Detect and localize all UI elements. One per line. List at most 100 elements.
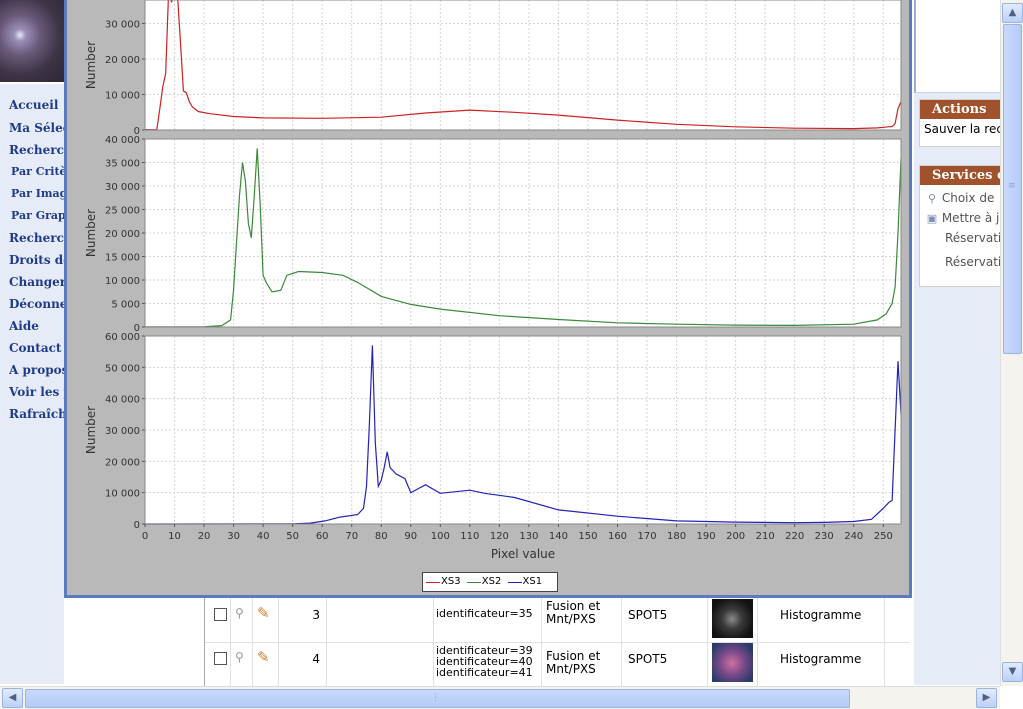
zoom-cell: ⚲ xyxy=(231,598,253,642)
program-line: Mnt/PXS xyxy=(546,612,596,626)
number-cell: 4 xyxy=(279,642,327,686)
chevron-left-icon: ◀ xyxy=(8,692,17,703)
services-item[interactable]: ▣ Mettre à jour xyxy=(920,208,1001,228)
x-tick-label: 150 xyxy=(578,531,597,542)
y-tick-label: 20 000 xyxy=(105,229,140,240)
number-cell: 3 xyxy=(279,598,327,642)
pencil-icon[interactable]: ✎ xyxy=(257,604,270,622)
zoom-cell: ⚲ xyxy=(231,642,253,686)
scroll-up-button[interactable]: ▲ xyxy=(1002,3,1023,23)
table-row: ⚲ ✎ 3 identificateur=35 Fusion et Mnt/PXS SPOT… xyxy=(205,598,909,643)
legend-label-xs2: XS2 xyxy=(481,576,502,587)
histogram-link[interactable]: Histogramme xyxy=(780,652,862,666)
services-panel-title: Services complémentaires xyxy=(920,166,1001,185)
y-tick-label: 25 000 xyxy=(105,206,140,217)
x-tick-label: 130 xyxy=(519,531,538,542)
thumbnail-image[interactable] xyxy=(712,643,753,682)
identifier-text: identificateur=35 xyxy=(436,607,533,620)
nav-item[interactable]: Changer xyxy=(9,275,64,289)
series-line-xs3 xyxy=(144,0,902,131)
save-search-link[interactable]: Sauver la recherche xyxy=(924,122,1001,136)
grip-icon: ⋮ xyxy=(431,693,440,703)
y-tick-label: 30 000 xyxy=(105,426,140,437)
y-tick-label: 30 000 xyxy=(105,182,140,193)
thumbnail-cell xyxy=(708,598,758,642)
checkbox-cell xyxy=(205,642,231,686)
edit-cell: ✎ xyxy=(253,598,279,642)
zoom-icon[interactable]: ⚲ xyxy=(235,650,244,664)
y-tick-label: 40 000 xyxy=(105,135,140,146)
y-tick-label: 10 000 xyxy=(105,276,140,287)
x-tick-label: 250 xyxy=(874,531,893,542)
x-tick-label: 230 xyxy=(815,531,834,542)
scroll-left-button[interactable]: ◀ xyxy=(2,688,23,708)
x-tick-label: 20 xyxy=(198,531,211,542)
chevron-right-icon: ▶ xyxy=(982,692,991,703)
nav-item[interactable]: Accueil xyxy=(9,98,59,112)
x-tick-label: 60 xyxy=(316,531,329,542)
nav-item[interactable]: A propos xyxy=(9,363,64,377)
pencil-icon[interactable]: ✎ xyxy=(257,648,270,666)
legend-swatch-xs3 xyxy=(426,581,440,583)
empty-cell xyxy=(327,642,434,686)
vertical-scrollbar[interactable]: ▲ ≡ ▼ xyxy=(1000,0,1023,686)
legend-label-xs3: XS3 xyxy=(441,576,461,587)
scroll-down-button[interactable]: ▼ xyxy=(1002,662,1023,682)
x-tick-label: 100 xyxy=(431,531,450,542)
x-tick-label: 0 xyxy=(142,531,148,542)
plot-border xyxy=(144,0,902,131)
actions-panel-title: Actions xyxy=(920,100,1001,119)
x-tick-label: 80 xyxy=(375,531,388,542)
horizontal-scroll-thumb[interactable]: ⋮ xyxy=(25,689,850,708)
y-tick-label: 0 xyxy=(134,520,140,531)
y-tick-label: 15 000 xyxy=(105,253,140,264)
x-tick-label: 10 xyxy=(168,531,181,542)
nav-item[interactable]: Recherche xyxy=(9,143,64,157)
y-tick-label: 0 xyxy=(134,126,140,137)
y-tick-label: 0 xyxy=(134,323,140,334)
y-tick-label: 60 000 xyxy=(105,332,140,343)
nav-item[interactable]: Déconnexion xyxy=(9,297,64,311)
nav-item[interactable]: Rafraîchir xyxy=(9,407,64,421)
histogram-link[interactable]: Histogramme xyxy=(780,608,862,622)
nav-item[interactable]: Aide xyxy=(9,319,39,333)
nav-item[interactable]: Par Graphique xyxy=(11,209,66,222)
results-table: ⚲ ✎ 3 identificateur=35 Fusion et Mnt/PXS SPOT… xyxy=(204,598,909,687)
site-banner-image xyxy=(0,0,64,82)
legend-swatch-xs1 xyxy=(507,581,522,583)
actions-panel: Actions Sauver la recherche xyxy=(919,99,1002,147)
vertical-scroll-thumb[interactable]: ≡ xyxy=(1003,24,1022,354)
services-item[interactable]: Réservation xyxy=(920,228,1001,248)
scroll-right-button[interactable]: ▶ xyxy=(976,688,997,708)
nav-item[interactable]: Recherche xyxy=(9,231,64,245)
services-item-label: Choix de xyxy=(941,191,995,205)
legend-label-xs1: XS1 xyxy=(522,576,543,587)
nav-item[interactable]: Voir les p xyxy=(9,385,64,399)
zoom-icon[interactable]: ⚲ xyxy=(235,606,244,620)
nav-item[interactable]: Par Critères xyxy=(11,165,66,178)
program-line: Mnt/PXS xyxy=(546,662,596,676)
histogram-dialog: 0 10 000 20 000 30 000 Number 0 5 000 10 000 15 … xyxy=(64,0,912,598)
row-number: 4 xyxy=(312,652,320,666)
services-item[interactable]: ⚲ Choix de xyxy=(920,188,1001,208)
nav-item[interactable]: Droits de xyxy=(9,253,64,267)
satellite-cell: SPOT5 xyxy=(622,642,708,686)
y-tick-label: 20 000 xyxy=(105,457,140,468)
y-tick-label: 50 000 xyxy=(105,363,140,374)
horizontal-scrollbar[interactable]: ◀ ⋮ ▶ xyxy=(0,686,1000,709)
services-item-label: Réservation xyxy=(945,231,1001,245)
services-item[interactable]: Réservation xyxy=(920,252,1001,272)
x-tick-label: 210 xyxy=(756,531,775,542)
y-tick-label: 10 000 xyxy=(105,91,140,102)
histogram-cell: Histogramme xyxy=(758,598,885,642)
thumbnail-image[interactable] xyxy=(712,599,753,638)
program-line: Fusion et xyxy=(546,649,601,663)
nav-item[interactable]: Ma Sélection xyxy=(9,121,64,135)
nav-item[interactable]: Par Image xyxy=(11,187,66,200)
series-line-xs2 xyxy=(144,148,902,328)
row-checkbox[interactable] xyxy=(214,608,227,621)
y-tick-label: 20 000 xyxy=(105,55,140,66)
chevron-up-icon: ▲ xyxy=(1008,7,1017,18)
nav-item[interactable]: Contact xyxy=(9,341,62,355)
row-checkbox[interactable] xyxy=(214,652,227,665)
